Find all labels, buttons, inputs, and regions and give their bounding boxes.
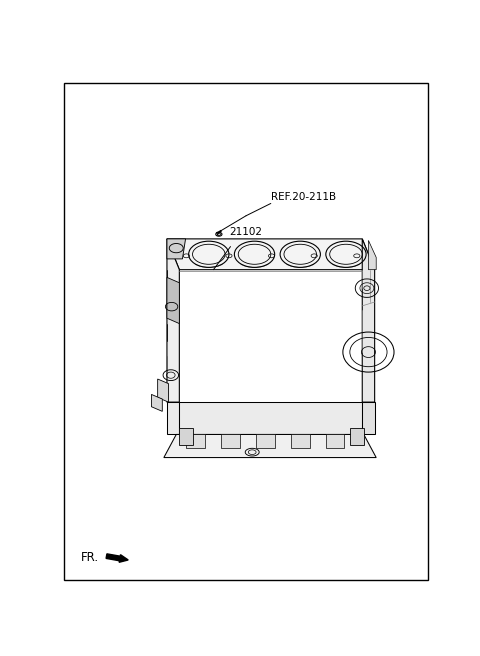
- Text: REF.20-211B: REF.20-211B: [271, 192, 336, 202]
- Polygon shape: [167, 277, 180, 323]
- Polygon shape: [291, 434, 310, 448]
- Polygon shape: [350, 428, 364, 445]
- Polygon shape: [167, 402, 180, 434]
- Text: 21102: 21102: [229, 228, 262, 237]
- Polygon shape: [164, 434, 376, 458]
- Polygon shape: [186, 434, 205, 448]
- Text: FR.: FR.: [81, 551, 99, 564]
- Polygon shape: [326, 434, 345, 448]
- Polygon shape: [180, 402, 362, 434]
- Polygon shape: [221, 434, 240, 448]
- Polygon shape: [167, 239, 180, 402]
- FancyArrow shape: [106, 554, 128, 562]
- Polygon shape: [362, 239, 375, 402]
- Polygon shape: [167, 239, 186, 259]
- Polygon shape: [152, 394, 162, 411]
- Polygon shape: [362, 402, 375, 434]
- Polygon shape: [167, 239, 375, 270]
- Polygon shape: [180, 428, 193, 445]
- Polygon shape: [256, 434, 275, 448]
- Polygon shape: [369, 240, 376, 270]
- Polygon shape: [157, 379, 168, 402]
